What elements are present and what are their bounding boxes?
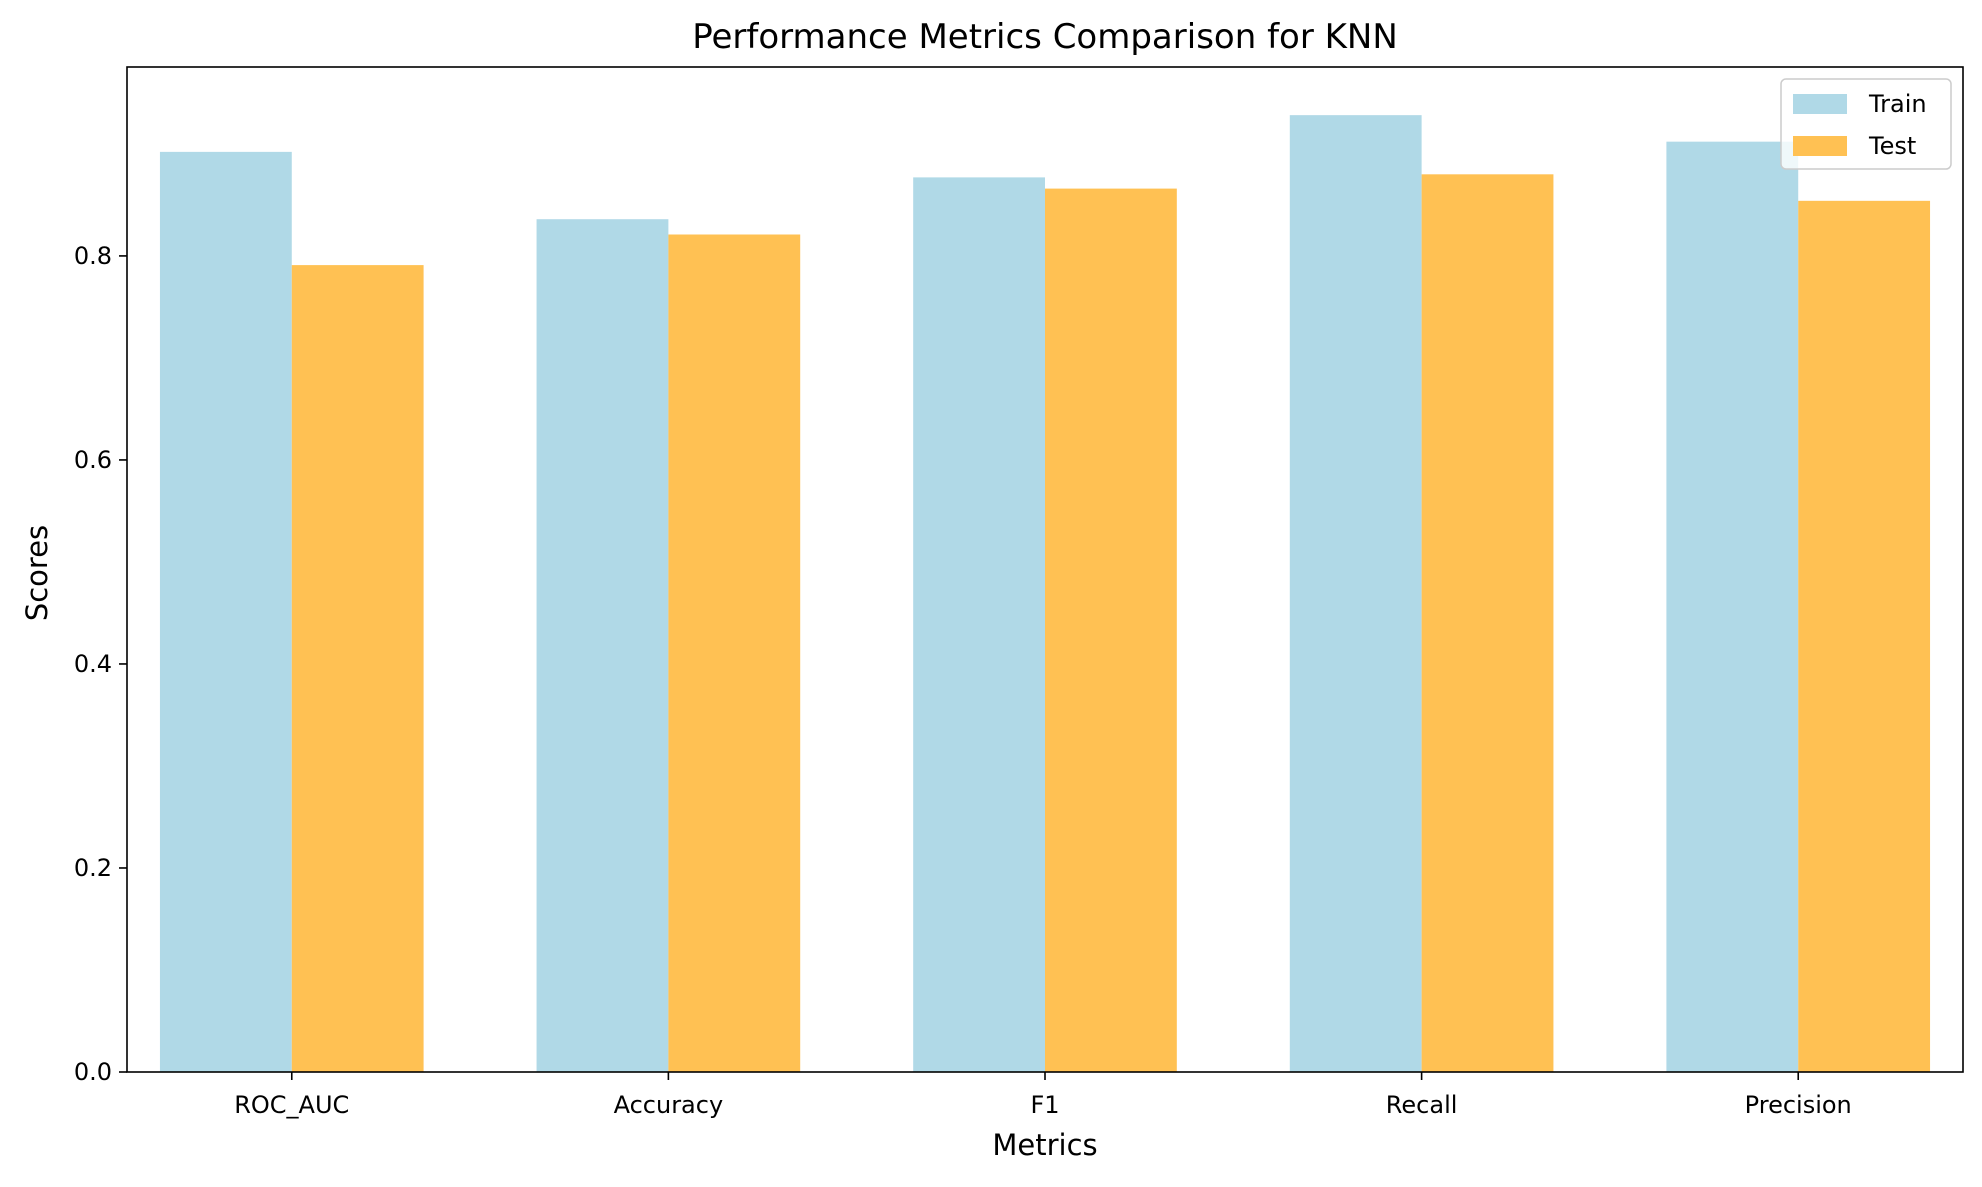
- x-axis-ticks: ROC_AUC Accuracy F1 Recall Precision: [234, 1072, 1852, 1119]
- bar-test-roc_auc: [291, 265, 424, 1073]
- legend-label-test: Test: [1868, 132, 1916, 160]
- chart-title: Performance Metrics Comparison for KNN: [692, 17, 1398, 57]
- x-axis-label: Metrics: [992, 1128, 1097, 1162]
- y-tick-label: 0.6: [74, 446, 112, 474]
- y-tick-label: 0.0: [74, 1058, 112, 1086]
- bar-train-recall: [1289, 115, 1422, 1072]
- bar-train-f1: [913, 177, 1045, 1073]
- bar-test-f1: [1045, 188, 1177, 1073]
- legend-label-train: Train: [1868, 90, 1927, 118]
- plot-frame: [126, 66, 1964, 1073]
- x-tick-label: Recall: [1386, 1091, 1458, 1119]
- x-tick-label: ROC_AUC: [234, 1091, 349, 1119]
- bars-layer: [159, 115, 1931, 1073]
- x-tick-label: Accuracy: [614, 1091, 724, 1119]
- legend-swatch-test: [1793, 136, 1847, 156]
- bar-test-precision: [1798, 200, 1931, 1072]
- y-tick-label: 0.8: [74, 242, 112, 270]
- legend: Train Test: [1780, 78, 1952, 170]
- y-axis-ticks: 0.0 0.2 0.4 0.6 0.8: [74, 242, 127, 1086]
- x-tick-label: F1: [1030, 1091, 1059, 1119]
- bar-test-accuracy: [668, 234, 801, 1072]
- bar-train-roc_auc: [159, 151, 292, 1073]
- bar-test-recall: [1421, 174, 1554, 1072]
- legend-swatch-train: [1793, 94, 1847, 114]
- y-tick-label: 0.4: [74, 650, 112, 678]
- x-tick-label: Precision: [1745, 1091, 1852, 1119]
- bar-train-precision: [1666, 141, 1799, 1072]
- y-axis-label: Scores: [20, 525, 54, 621]
- y-tick-label: 0.2: [74, 854, 112, 882]
- bar-train-accuracy: [536, 219, 669, 1072]
